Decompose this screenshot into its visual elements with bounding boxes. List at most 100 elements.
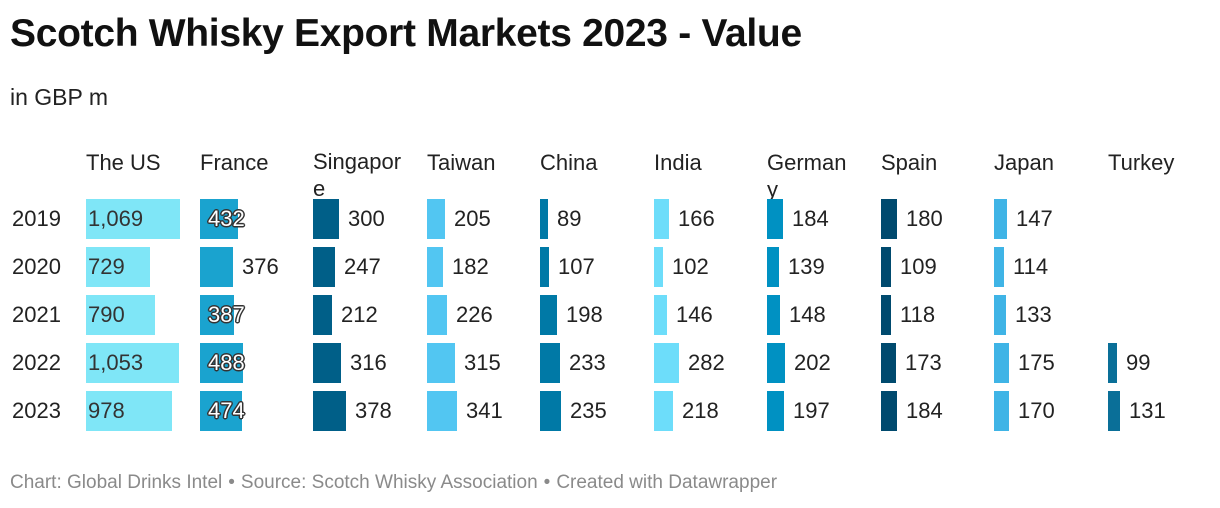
column-header-spain: Spain (881, 150, 938, 175)
bar-france-2020 (200, 247, 233, 287)
bar-japan-2023 (994, 391, 1009, 431)
chart-title: Scotch Whisky Export Markets 2023 - Valu… (10, 12, 802, 55)
column-header-india: India (654, 150, 702, 175)
chart-subtitle: in GBP m (10, 84, 108, 110)
bar-germany-2023 (767, 391, 784, 431)
value-label-turkey-2022: 99 (1126, 350, 1151, 375)
bar-taiwan-2023 (427, 391, 457, 431)
value-label-the-us-2021: 790 (88, 302, 125, 327)
value-label-turkey-2023: 131 (1129, 398, 1166, 423)
value-label-japan-2021: 133 (1015, 302, 1052, 327)
footer-tool-credit: Created with Datawrapper (556, 472, 778, 493)
value-label-taiwan-2021: 226 (456, 302, 493, 327)
bar-japan-2022 (994, 343, 1009, 383)
bar-the-us-2023 (86, 391, 172, 431)
bar-japan-2021 (994, 295, 1006, 335)
bar-china-2021 (540, 295, 557, 335)
value-label-germany-2019: 184 (792, 206, 829, 231)
footer-source: Source: Scotch Whisky Association (240, 472, 538, 493)
value-label-the-us-2020: 729 (88, 254, 125, 279)
bar-spain-2019 (881, 199, 897, 239)
bar-china-2022 (540, 343, 560, 383)
value-label-japan-2019: 147 (1016, 206, 1053, 231)
bar-taiwan-2019 (427, 199, 445, 239)
value-label-spain-2020: 109 (900, 254, 937, 279)
value-label-china-2020: 107 (558, 254, 595, 279)
value-label-france-2019: 432 (208, 206, 245, 231)
value-label-germany-2020: 139 (788, 254, 825, 279)
bar-the-us-2019 (86, 199, 180, 239)
value-label-china-2021: 198 (566, 302, 603, 327)
value-label-france-2023: 474 (208, 398, 245, 423)
value-label-taiwan-2022: 315 (464, 350, 501, 375)
value-label-spain-2022: 173 (905, 350, 942, 375)
row-label-2022: 2022 (12, 350, 61, 375)
column-header-japan: Japan (994, 150, 1054, 175)
bar-the-us-2022 (86, 343, 179, 383)
value-label-japan-2020: 114 (1013, 254, 1049, 279)
value-label-spain-2021: 118 (900, 302, 936, 327)
bar-japan-2019 (994, 199, 1007, 239)
bar-spain-2021 (881, 295, 891, 335)
bar-singapore-2023 (313, 391, 346, 431)
value-label-france-2022: 488 (208, 350, 245, 375)
row-label-2019: 2019 (12, 206, 61, 231)
bar-china-2019 (540, 199, 548, 239)
bar-japan-2020 (994, 247, 1004, 287)
value-label-france-2020: 376 (242, 254, 279, 279)
chart-footer: Chart: Global Drinks Intel • Source: Scotc… (10, 472, 777, 494)
bar-china-2023 (540, 391, 561, 431)
bar-germany-2021 (767, 295, 780, 335)
value-label-the-us-2019: 1,069 (88, 206, 144, 231)
footer-separator: • (543, 472, 551, 493)
value-label-india-2021: 146 (676, 302, 713, 327)
row-label-2023: 2023 (12, 398, 61, 423)
value-label-taiwan-2020: 182 (452, 254, 489, 279)
bar-france-2021 (200, 295, 234, 335)
value-label-china-2023: 235 (570, 398, 607, 423)
footer-credit: Chart: Global Drinks Intel (10, 472, 223, 493)
bar-india-2022 (654, 343, 679, 383)
bar-india-2023 (654, 391, 673, 431)
bar-singapore-2021 (313, 295, 332, 335)
value-label-india-2019: 166 (678, 206, 715, 231)
bar-taiwan-2022 (427, 343, 455, 383)
value-label-germany-2023: 197 (793, 398, 830, 423)
value-label-spain-2023: 184 (906, 398, 943, 423)
bar-spain-2023 (881, 391, 897, 431)
value-label-taiwan-2019: 205 (454, 206, 491, 231)
value-label-france-2021: 387 (208, 302, 245, 327)
value-label-taiwan-2023: 341 (466, 398, 503, 423)
bar-india-2021 (654, 295, 667, 335)
column-header-germany: Germany (767, 150, 847, 202)
value-label-singapore-2022: 316 (350, 350, 387, 375)
bar-taiwan-2020 (427, 247, 443, 287)
row-label-2021: 2021 (12, 302, 61, 327)
value-label-india-2023: 218 (682, 398, 719, 423)
column-header-the-us: The US (86, 150, 161, 175)
value-label-india-2020: 102 (672, 254, 709, 279)
value-label-singapore-2021: 212 (341, 302, 378, 327)
value-label-singapore-2019: 300 (348, 206, 385, 231)
value-label-the-us-2022: 1,053 (88, 350, 144, 375)
value-label-spain-2019: 180 (906, 206, 943, 231)
bar-singapore-2019 (313, 199, 339, 239)
bar-singapore-2020 (313, 247, 335, 287)
value-label-japan-2022: 175 (1018, 350, 1055, 375)
column-header-china: China (540, 150, 598, 175)
bar-the-us-2020 (86, 247, 150, 287)
value-label-india-2022: 282 (688, 350, 725, 375)
bar-germany-2020 (767, 247, 779, 287)
value-label-china-2019: 89 (557, 206, 582, 231)
footer-separator: • (228, 472, 235, 493)
column-header-turkey: Turkey (1108, 150, 1175, 175)
row-label-2020: 2020 (12, 254, 61, 279)
bar-turkey-2022 (1108, 343, 1117, 383)
bar-france-2023 (200, 391, 242, 431)
bar-china-2020 (540, 247, 549, 287)
bar-the-us-2021 (86, 295, 155, 335)
bar-turkey-2023 (1108, 391, 1120, 431)
value-label-germany-2022: 202 (794, 350, 831, 375)
column-header-singapore: Singapore (313, 149, 402, 201)
